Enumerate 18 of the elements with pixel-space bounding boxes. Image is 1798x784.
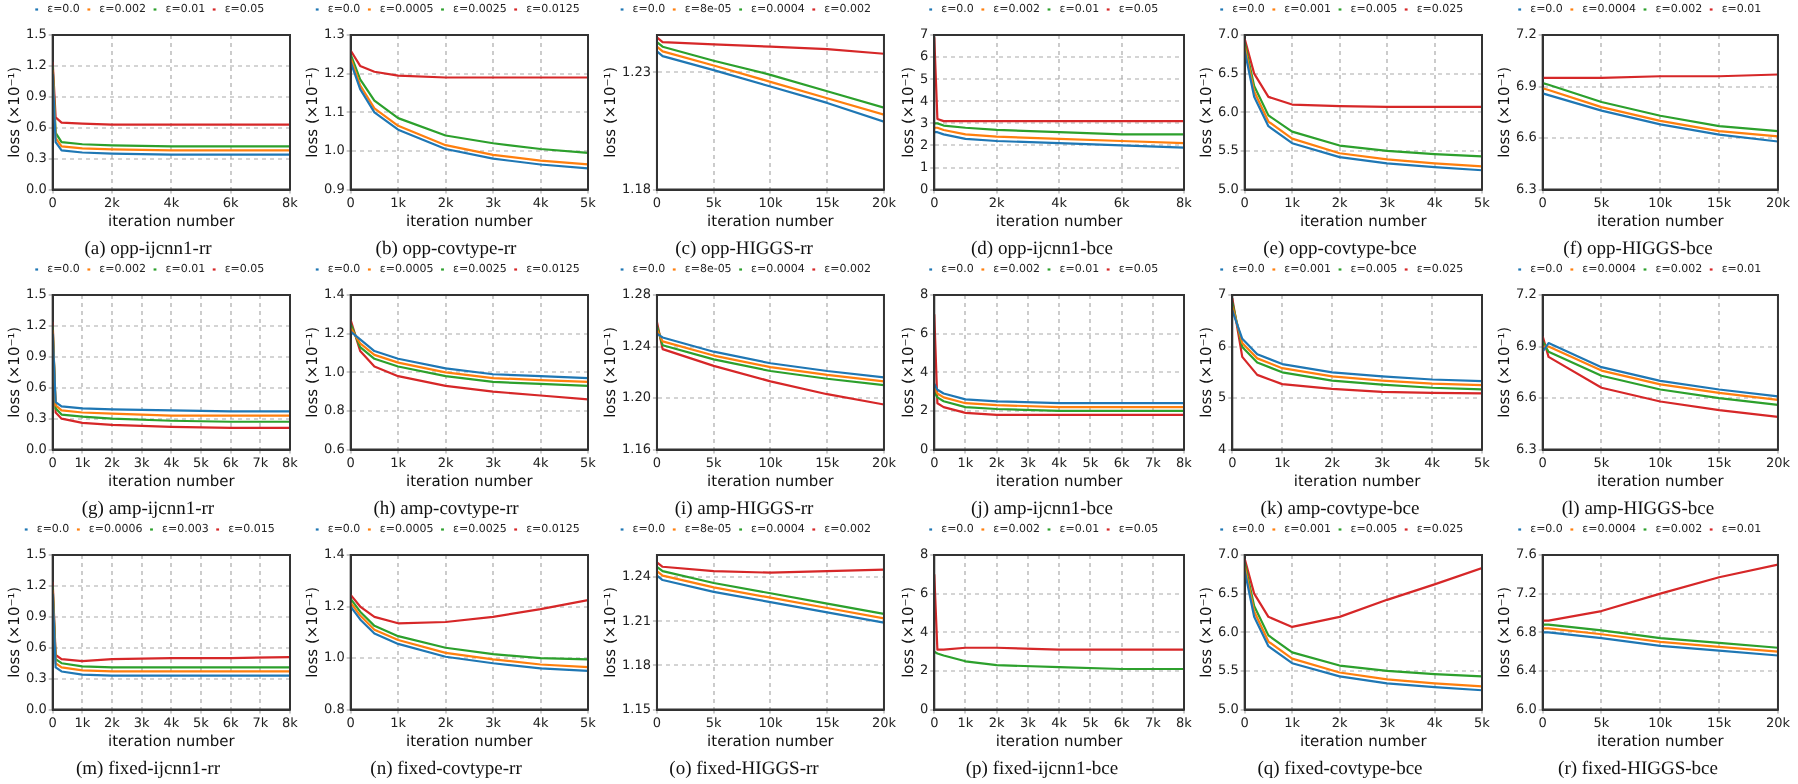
text: (q) fixed-covtype-bce [1257,759,1423,780]
text: (l) amp-HIGGS-bce [1561,499,1715,520]
text: (b) opp-covtype-rr [375,239,519,260]
text: (f) opp-HIGGS-bce [1563,239,1713,260]
text: (k) amp-covtype-bce [1260,499,1420,520]
text: (h) amp-covtype-rr [373,499,521,520]
text: (d) opp-ijcnn1-bce [971,239,1113,260]
text: (p) fixed-ijcnn1-bce [965,759,1119,780]
text: (a) opp-ijcnn1-rr [84,239,214,260]
text: (i) amp-HIGGS-rr [674,499,816,520]
text: (r) fixed-HIGGS-bce [1558,759,1718,780]
text: (n) fixed-covtype-rr [370,759,524,780]
text: (m) fixed-ijcnn1-rr [75,759,222,780]
text: (e) opp-covtype-bce [1263,239,1417,260]
text: (o) fixed-HIGGS-rr [669,759,821,780]
text: (c) opp-HIGGS-rr [675,239,815,260]
text: (g) amp-ijcnn1-rr [81,499,216,520]
text: (j) amp-ijcnn1-bce [971,499,1113,520]
